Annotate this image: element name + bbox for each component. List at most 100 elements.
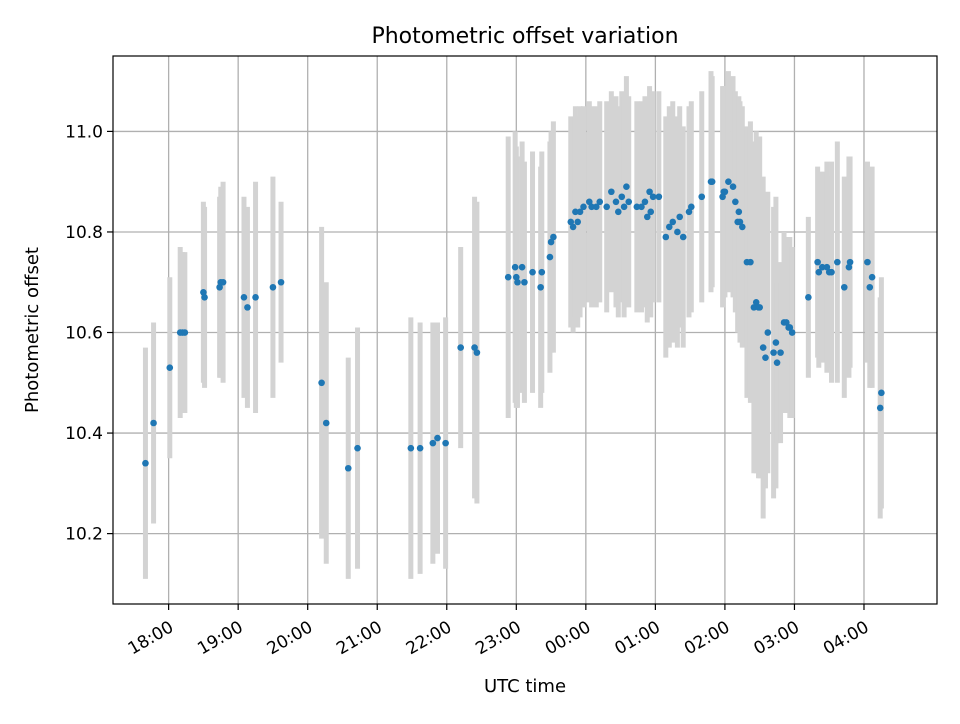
data-point bbox=[442, 439, 449, 447]
data-point bbox=[828, 268, 835, 276]
data-point bbox=[638, 203, 645, 211]
data-point bbox=[641, 198, 649, 206]
data-point bbox=[471, 344, 478, 351]
data-point bbox=[669, 218, 677, 226]
data-point bbox=[772, 339, 780, 346]
data-point bbox=[514, 278, 521, 286]
plot-frame bbox=[112, 55, 938, 605]
data-point bbox=[676, 213, 684, 221]
x-axis-label: UTC time bbox=[484, 676, 566, 697]
data-point bbox=[777, 349, 784, 356]
data-point bbox=[322, 419, 330, 427]
data-point bbox=[277, 278, 285, 286]
y-tick-label: 10.8 bbox=[65, 223, 103, 243]
data-point bbox=[166, 364, 174, 372]
chart-title: Photometric offset variation bbox=[371, 24, 678, 49]
data-point bbox=[788, 329, 796, 336]
data-point bbox=[719, 193, 726, 201]
data-point bbox=[732, 198, 739, 206]
data-point bbox=[407, 444, 415, 452]
data-point bbox=[574, 218, 582, 226]
data-point bbox=[538, 268, 546, 276]
data-point bbox=[698, 193, 706, 201]
y-tick-label: 10.4 bbox=[65, 424, 103, 444]
data-point bbox=[735, 208, 743, 216]
data-point bbox=[625, 198, 633, 206]
data-point bbox=[567, 218, 575, 226]
data-point bbox=[269, 283, 277, 291]
data-point bbox=[868, 273, 876, 281]
data-point bbox=[679, 233, 687, 241]
data-point bbox=[518, 263, 526, 271]
data-point bbox=[580, 203, 587, 211]
data-point bbox=[655, 193, 663, 201]
data-point bbox=[815, 268, 823, 276]
data-point bbox=[620, 203, 628, 211]
y-axis-ticks: 10.2 10.4 10.6 10.8 11.0 bbox=[65, 122, 113, 545]
data-point bbox=[834, 258, 841, 266]
data-point bbox=[181, 329, 189, 336]
y-axis-label: Photometric offset bbox=[22, 247, 43, 413]
data-point bbox=[647, 208, 655, 216]
data-point bbox=[633, 203, 641, 211]
data-point bbox=[623, 183, 630, 191]
data-point bbox=[586, 198, 593, 206]
data-point bbox=[434, 434, 441, 442]
data-point bbox=[546, 253, 554, 261]
data-point bbox=[240, 294, 248, 301]
data-point bbox=[504, 273, 512, 281]
data-point bbox=[773, 359, 781, 366]
data-point bbox=[521, 278, 528, 286]
data-point bbox=[511, 263, 519, 271]
data-point bbox=[416, 444, 424, 452]
data-point bbox=[201, 294, 208, 301]
data-point bbox=[783, 319, 790, 326]
y-tick-label: 10.6 bbox=[65, 324, 103, 344]
data-point bbox=[603, 203, 611, 211]
data-point bbox=[708, 178, 716, 185]
data-point bbox=[747, 258, 754, 266]
data-point bbox=[569, 223, 577, 231]
data-point bbox=[786, 324, 794, 331]
data-point bbox=[762, 354, 769, 361]
data-points bbox=[142, 178, 885, 472]
data-point bbox=[614, 208, 622, 216]
data-point bbox=[592, 203, 600, 211]
data-point bbox=[770, 349, 777, 356]
data-point bbox=[840, 283, 848, 291]
data-point bbox=[649, 193, 657, 201]
data-point bbox=[688, 203, 695, 211]
data-point bbox=[738, 223, 746, 231]
data-point bbox=[643, 213, 651, 221]
data-point bbox=[736, 218, 744, 226]
data-point bbox=[752, 299, 760, 306]
data-point bbox=[572, 208, 579, 216]
data-point bbox=[457, 344, 464, 351]
data-point bbox=[429, 439, 437, 447]
data-point bbox=[665, 223, 673, 231]
data-point bbox=[878, 389, 885, 397]
data-point bbox=[142, 459, 149, 467]
data-point bbox=[674, 228, 681, 236]
data-point bbox=[473, 349, 481, 356]
data-point bbox=[721, 188, 729, 196]
data-point bbox=[759, 344, 767, 351]
data-point bbox=[576, 208, 584, 216]
y-tick-label: 11.0 bbox=[65, 122, 103, 142]
data-point bbox=[252, 294, 259, 301]
data-point bbox=[646, 188, 653, 196]
data-point bbox=[725, 178, 732, 185]
data-point bbox=[814, 258, 821, 266]
data-point bbox=[150, 419, 157, 427]
data-point bbox=[608, 188, 615, 196]
data-point bbox=[846, 258, 854, 266]
data-point bbox=[729, 183, 737, 191]
data-point bbox=[764, 329, 772, 336]
data-point bbox=[537, 283, 544, 291]
data-point bbox=[823, 263, 831, 271]
data-point bbox=[318, 379, 325, 387]
data-point bbox=[547, 238, 555, 246]
